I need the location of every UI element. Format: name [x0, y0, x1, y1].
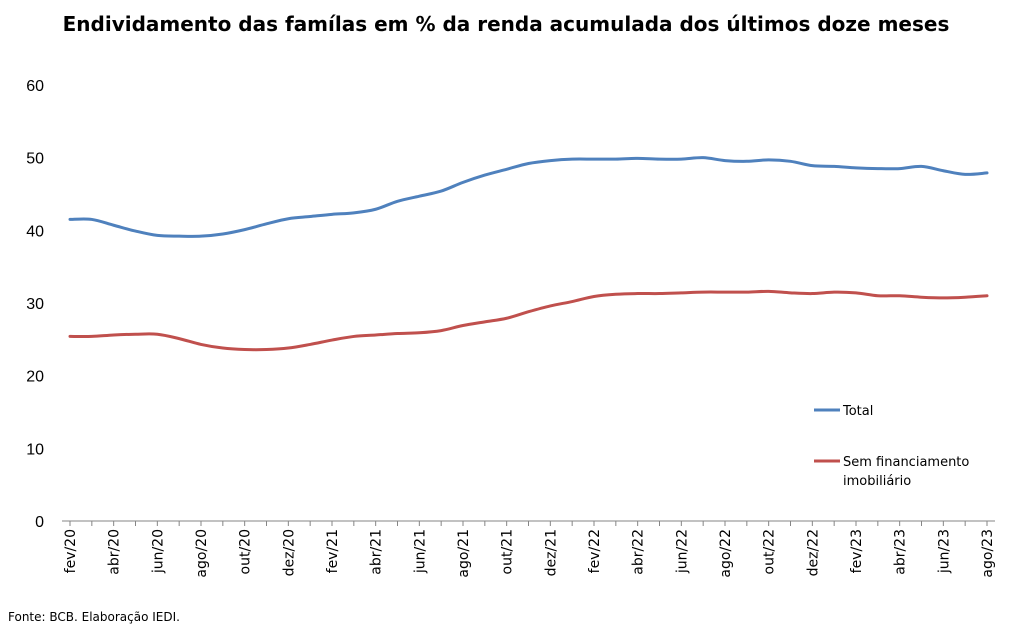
source-note: Fonte: BCB. Elaboração IEDI.	[8, 610, 180, 624]
x-tick-label: jun/20	[150, 529, 166, 574]
x-tick-label: ago/22	[718, 529, 734, 578]
legend-label: Sem financiamento imobiliário	[843, 455, 969, 489]
y-tick-label: 20	[26, 369, 44, 386]
y-tick-label: 10	[26, 441, 44, 458]
x-tick-label: out/21	[500, 529, 516, 574]
y-tick-label: 0	[35, 514, 44, 531]
y-tick-label: 50	[26, 151, 44, 168]
x-tick-label: fev/20	[63, 529, 79, 573]
x-tick-label: dez/22	[805, 529, 821, 576]
x-tick-label: fev/23	[849, 529, 865, 573]
x-tick-label: fev/21	[325, 529, 341, 573]
x-axis-ticks: fev/20 abr/20 jun/20 ago/20 out/20 dez/20 fev/…	[63, 521, 996, 578]
series-line-sem-financiamento	[68, 289, 989, 352]
y-axis-ticks: 0 10 20 30 40 50 60	[26, 78, 44, 531]
x-tick-label: abr/21	[369, 529, 385, 575]
y-tick-label: 60	[26, 78, 44, 95]
x-tick-label: jun/22	[674, 529, 690, 574]
x-tick-label: abr/20	[107, 529, 123, 575]
legend: Total Sem financiamento imobiliário	[814, 404, 969, 489]
x-tick-label: fev/22	[587, 529, 603, 573]
x-tick-label: abr/23	[893, 529, 909, 575]
y-tick-label: 30	[26, 296, 44, 313]
x-tick-label: dez/21	[543, 529, 559, 576]
x-tick-label: jun/21	[412, 529, 428, 574]
x-tick-label: abr/22	[631, 529, 647, 575]
x-tick-label: jun/23	[936, 529, 952, 574]
x-tick-label: ago/21	[456, 529, 472, 578]
chart-title: Endividamento das famílas em % da renda …	[62, 12, 950, 36]
x-tick-label: out/22	[762, 529, 778, 574]
x-tick-label: out/20	[238, 529, 254, 574]
y-tick-label: 40	[26, 223, 44, 240]
series-line-total	[68, 156, 989, 238]
x-tick-label: dez/20	[281, 529, 297, 576]
series-lines	[68, 156, 989, 352]
x-tick-label: ago/23	[980, 529, 996, 578]
x-tick-label: ago/20	[194, 529, 210, 578]
legend-label: Total	[842, 404, 873, 419]
